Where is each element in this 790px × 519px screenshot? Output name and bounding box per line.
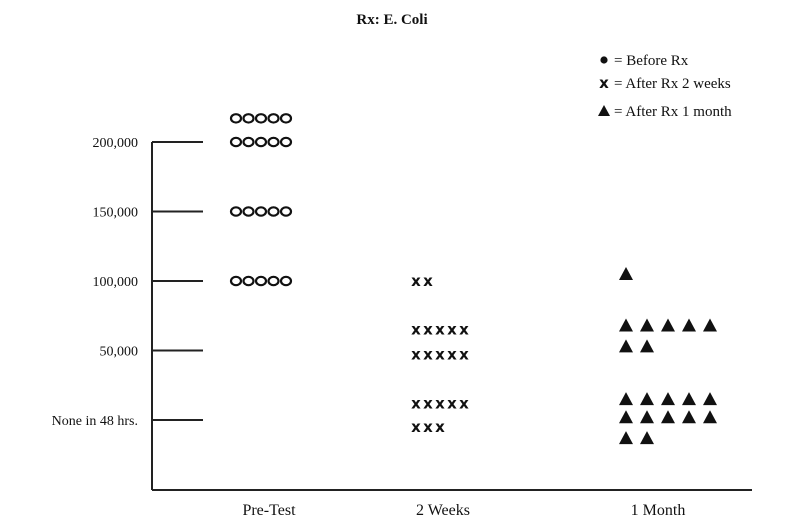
data-point-triangle	[682, 410, 696, 424]
data-point-circle	[279, 113, 293, 124]
legend-symbol-x: x	[599, 74, 609, 92]
x-category-label: 1 Month	[631, 502, 686, 519]
y-tick-label: 50,000	[100, 345, 139, 360]
data-point-circle	[267, 113, 280, 124]
data-point-x: x	[459, 394, 469, 412]
data-point-x: x	[411, 346, 421, 364]
data-point-triangle	[619, 318, 633, 332]
data-point-x: x	[435, 346, 445, 364]
data-point-circle	[242, 206, 255, 217]
data-point-x: x	[423, 272, 433, 290]
y-tick-label: 150,000	[93, 206, 139, 221]
data-point-x: x	[411, 321, 421, 339]
data-point-triangle	[661, 318, 675, 332]
data-point-x: x	[411, 272, 421, 290]
legend-label-before: = Before Rx	[614, 53, 689, 69]
data-point-circle	[229, 275, 243, 287]
data-point-circle	[279, 275, 293, 287]
data-point-circle	[267, 275, 280, 287]
data-point-x: x	[435, 418, 445, 436]
data-point-x: x	[459, 346, 469, 364]
data-point-triangle	[703, 318, 717, 332]
data-point-x: x	[411, 418, 421, 436]
data-point-x: x	[447, 394, 457, 412]
data-point-triangle	[661, 392, 675, 406]
data-point-x: x	[423, 346, 433, 364]
data-point-triangle	[682, 392, 696, 406]
legend-label-2weeks: = After Rx 2 weeks	[614, 76, 731, 92]
data-point-triangle	[682, 318, 696, 332]
x-category-labels: Pre-Test 2 Weeks 1 Month	[242, 502, 685, 519]
data-point-triangle	[640, 318, 654, 332]
data-point-circle	[229, 113, 243, 124]
data-point-triangle	[703, 410, 717, 424]
data-point-x: x	[435, 321, 445, 339]
data-point-triangle	[703, 392, 717, 406]
data-point-triangle	[640, 410, 654, 424]
axes	[151, 142, 752, 491]
data-point-x: x	[423, 394, 433, 412]
data-point-triangle	[619, 431, 633, 445]
data-point-x: x	[447, 321, 457, 339]
legend-label-1month: = After Rx 1 month	[614, 104, 732, 120]
data-point-circle	[229, 136, 243, 148]
data-point-circle	[279, 136, 293, 148]
data-point-x: x	[435, 394, 445, 412]
data-point-triangle	[640, 431, 654, 445]
y-ticks: 200,000 150,000 100,000 50,000 None in 48 hr…	[52, 136, 203, 429]
legend-symbol-triangle	[598, 105, 610, 116]
data-point-circle	[267, 206, 280, 217]
x-category-label: Pre-Test	[242, 502, 296, 519]
data-point-circle	[229, 206, 243, 217]
data-point-x: x	[423, 321, 433, 339]
data-point-x: x	[447, 346, 457, 364]
data-point-circle	[254, 275, 268, 287]
data-point-triangle	[619, 410, 633, 424]
data-point-circle	[242, 275, 255, 287]
y-tick-label: 200,000	[93, 136, 139, 151]
data-point-circle	[242, 113, 255, 124]
data-point-triangle	[661, 410, 675, 424]
data-point-triangle	[619, 392, 633, 406]
legend: = Before Rx x = After Rx 2 weeks = After…	[598, 53, 732, 120]
data-point-triangle	[619, 267, 633, 281]
y-tick-label: None in 48 hrs.	[52, 414, 138, 429]
data-point-circle	[254, 206, 268, 217]
data-point-x: x	[423, 418, 433, 436]
data-point-circle	[254, 136, 268, 148]
data-point-x: x	[411, 394, 421, 412]
data-point-circle	[267, 136, 280, 148]
data-point-triangle	[640, 339, 654, 353]
legend-symbol-circle	[600, 56, 608, 64]
data-point-circle	[242, 136, 255, 148]
data-point-triangle	[619, 339, 633, 353]
data-point-circle	[279, 206, 293, 217]
data-point-x: x	[459, 321, 469, 339]
y-tick-label: 100,000	[93, 275, 139, 290]
data-point-circle	[254, 113, 268, 124]
x-category-label: 2 Weeks	[416, 502, 470, 519]
chart-title: Rx: E. Coli	[356, 12, 427, 28]
data-point-triangle	[640, 392, 654, 406]
data-marks: x xx x x x xx x x x xx x x x xx x x	[229, 113, 717, 445]
